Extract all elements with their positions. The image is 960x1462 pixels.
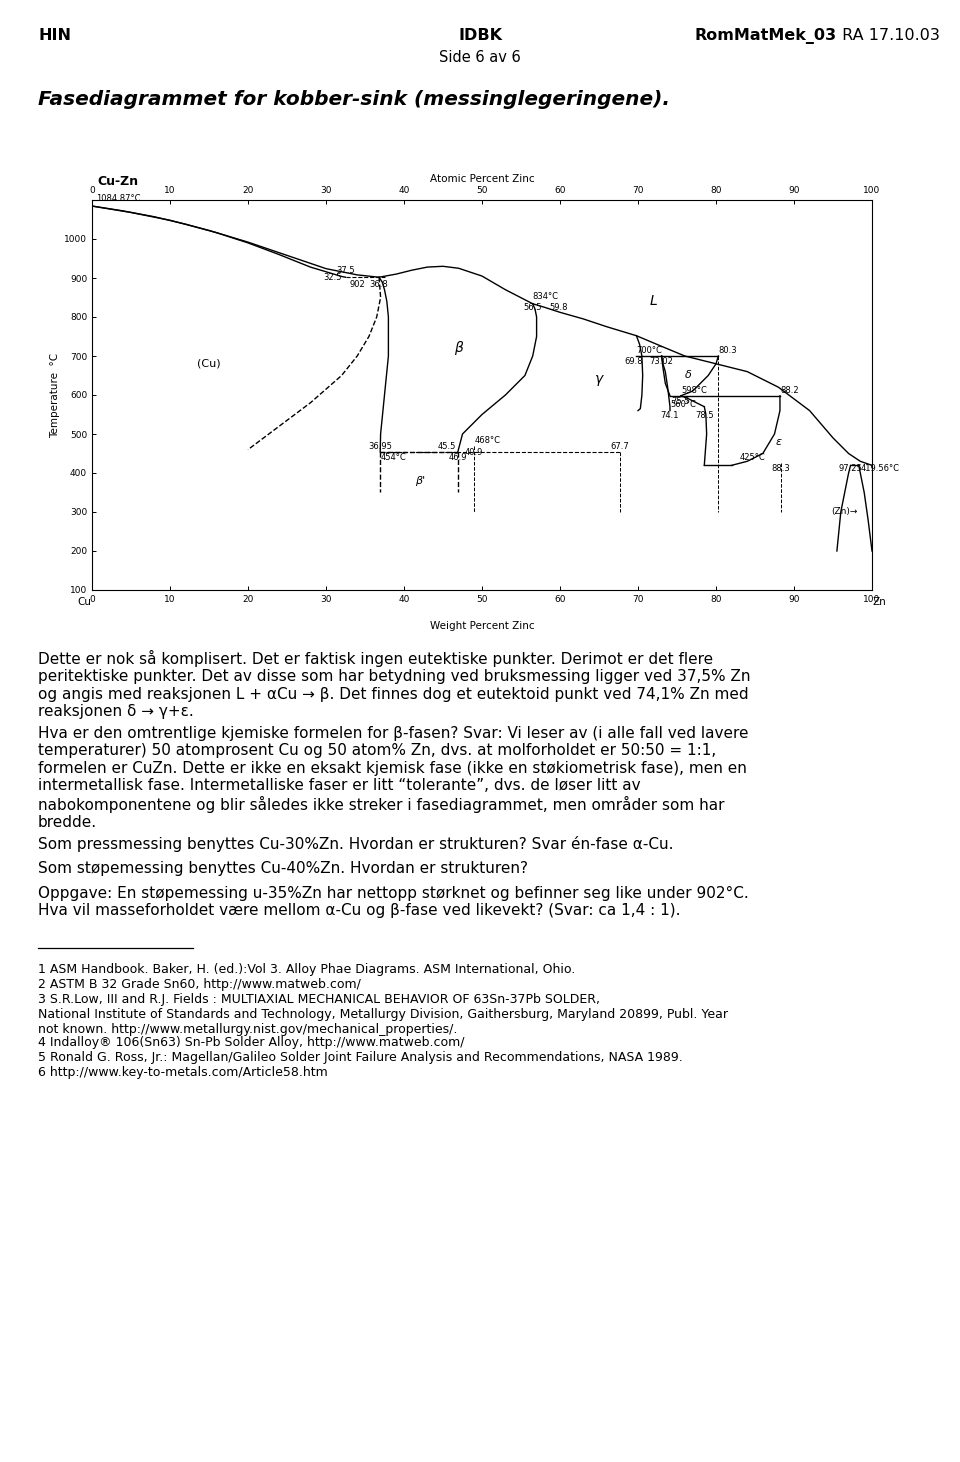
Text: Zn: Zn [873, 598, 887, 608]
Text: 36.8: 36.8 [370, 279, 389, 289]
Text: (Cu): (Cu) [197, 358, 221, 368]
Y-axis label: Temperature  °C: Temperature °C [50, 352, 60, 437]
Text: 75.5: 75.5 [672, 396, 690, 405]
Text: 80.3: 80.3 [718, 346, 737, 355]
Text: 69.8: 69.8 [625, 357, 643, 366]
Text: HIN: HIN [38, 28, 71, 42]
Text: (Zn)→: (Zn)→ [831, 507, 858, 516]
Text: RA 17.10.03: RA 17.10.03 [837, 28, 940, 42]
Text: 67.7: 67.7 [611, 442, 630, 450]
Text: Cu-Zn: Cu-Zn [97, 175, 138, 189]
Text: 425°C: 425°C [739, 453, 765, 462]
Text: 73.02: 73.02 [650, 357, 673, 366]
Text: L: L [650, 294, 658, 308]
Text: 598°C: 598°C [681, 386, 707, 395]
Text: RomMatMek_03: RomMatMek_03 [695, 28, 837, 44]
Text: 834°C: 834°C [533, 292, 559, 301]
Text: ε: ε [776, 437, 781, 447]
Text: Som støpemessing benyttes Cu-40%Zn. Hvordan er strukturen?: Som støpemessing benyttes Cu-40%Zn. Hvor… [38, 861, 528, 876]
Text: β': β' [415, 475, 424, 485]
Text: 40.9: 40.9 [465, 447, 484, 456]
Text: 1 ASM Handbook. Baker, H. (ed.):Vol 3. Alloy Phae Diagrams. ASM International, O: 1 ASM Handbook. Baker, H. (ed.):Vol 3. A… [38, 963, 575, 977]
Text: 6 http://www.key-to-metals.com/Article58.htm: 6 http://www.key-to-metals.com/Article58… [38, 1066, 327, 1079]
Text: δ: δ [685, 370, 692, 380]
Text: Hva er den omtrentlige kjemiske formelen for β-fasen? Svar: Vi leser av (i alle : Hva er den omtrentlige kjemiske formelen… [38, 727, 749, 830]
Text: 88.3: 88.3 [772, 465, 790, 474]
Text: 36.95: 36.95 [369, 442, 392, 450]
Text: 700°C: 700°C [636, 346, 662, 355]
Text: 1084.87°C: 1084.87°C [96, 194, 140, 203]
Text: 419.56°C: 419.56°C [860, 465, 900, 474]
Text: 3 S.R.Low, III and R.J. Fields : MULTIAXIAL MECHANICAL BEHAVIOR OF 63Sn-37Pb SOL: 3 S.R.Low, III and R.J. Fields : MULTIAX… [38, 993, 728, 1037]
X-axis label: Atomic Percent Zinc: Atomic Percent Zinc [430, 174, 535, 184]
Text: 4 Indalloy® 106(Sn63) Sn-Pb Solder Alloy, http://www.matweb.com/: 4 Indalloy® 106(Sn63) Sn-Pb Solder Alloy… [38, 1037, 465, 1050]
Text: 2 ASTM B 32 Grade Sn60, http://www.matweb.com/: 2 ASTM B 32 Grade Sn60, http://www.matwe… [38, 978, 361, 991]
Text: IDBK: IDBK [458, 28, 502, 42]
Text: 74.1: 74.1 [660, 411, 680, 421]
Text: Oppgave: En støpemessing u-35%Zn har nettopp størknet og befinner seg like under: Oppgave: En støpemessing u-35%Zn har net… [38, 886, 749, 918]
X-axis label: Weight Percent Zinc: Weight Percent Zinc [430, 620, 535, 630]
Text: 56.5: 56.5 [523, 303, 542, 311]
Text: Som pressmessing benyttes Cu-30%Zn. Hvordan er strukturen? Svar én-fase α-Cu.: Som pressmessing benyttes Cu-30%Zn. Hvor… [38, 836, 674, 852]
Text: 59.8: 59.8 [549, 303, 567, 311]
Text: γ: γ [595, 373, 603, 386]
Text: 560°C: 560°C [670, 401, 696, 409]
Text: 46.9: 46.9 [448, 453, 468, 462]
Text: 32.5: 32.5 [324, 273, 342, 282]
Text: β: β [454, 341, 463, 355]
Text: 45.5: 45.5 [438, 442, 456, 450]
Text: 97.25: 97.25 [839, 465, 862, 474]
Text: 78.5: 78.5 [695, 411, 713, 421]
Text: 5 Ronald G. Ross, Jr.: Magellan/Galileo Solder Joint Failure Analysis and Recomm: 5 Ronald G. Ross, Jr.: Magellan/Galileo … [38, 1051, 683, 1064]
Text: Fasediagrammet for kobber-sink (messinglegeringene).: Fasediagrammet for kobber-sink (messingl… [38, 91, 670, 110]
Text: Cu: Cu [77, 598, 91, 608]
Text: 902: 902 [349, 279, 365, 288]
Text: 454°C: 454°C [380, 453, 406, 462]
Text: Side 6 av 6: Side 6 av 6 [439, 50, 521, 64]
Text: 468°C: 468°C [474, 436, 500, 446]
Text: 37.5: 37.5 [336, 266, 355, 275]
Text: Dette er nok så komplisert. Det er faktisk ingen eutektiske punkter. Derimot er : Dette er nok så komplisert. Det er fakti… [38, 651, 751, 719]
Text: 88.2: 88.2 [780, 386, 799, 395]
